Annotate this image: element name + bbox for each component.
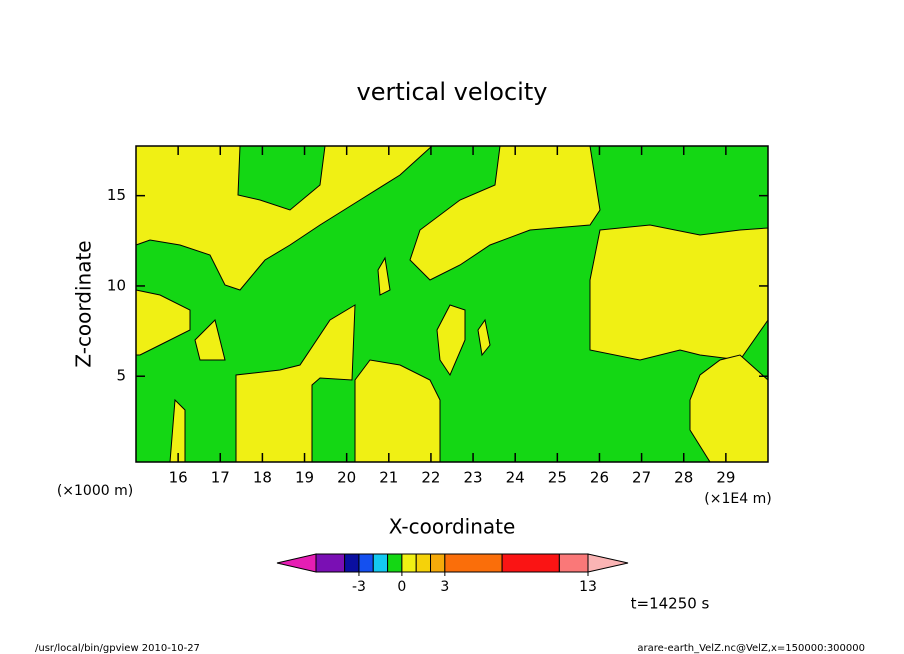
colorbar-box — [415, 553, 432, 573]
colorbar-tick-label: 0 — [397, 579, 406, 595]
footer: arare-earth_VelZ.nc@VelZ,x=150000:300000 — [637, 643, 865, 654]
contour-region — [354, 359, 441, 463]
y-tick-label: 10 — [107, 276, 126, 294]
colorbar-box — [358, 553, 374, 573]
contour-region — [477, 318, 491, 357]
colorbar-tick-label: -3 — [352, 579, 366, 595]
contour-region — [377, 256, 391, 296]
contour-region — [589, 224, 769, 361]
colorbar-tick-label: 3 — [440, 579, 449, 595]
x-tick-label: 20 — [337, 469, 356, 487]
x-axis-title: X-coordinate — [389, 515, 516, 539]
colorbar-box — [444, 553, 503, 573]
footer: /usr/local/bin/gpview 2010-10-27 — [35, 643, 200, 654]
colorbar-box — [430, 553, 446, 573]
colorbar-box — [501, 553, 560, 573]
colorbar-box — [315, 553, 346, 573]
contour-region — [235, 304, 356, 463]
x-tick-label: 21 — [379, 469, 398, 487]
colorbar-tick-label: 13 — [579, 579, 597, 595]
y-tick-label: 5 — [116, 367, 126, 385]
x-tick-label: 17 — [211, 469, 230, 487]
plot-frame — [135, 145, 769, 463]
x-tick-label: 18 — [253, 469, 272, 487]
contour-field — [135, 145, 769, 463]
x-tick-label: 19 — [295, 469, 314, 487]
chart-title: vertical velocity — [357, 78, 548, 106]
x-tick-label: 27 — [632, 469, 651, 487]
x-tick-label: 26 — [590, 469, 609, 487]
x-tick-label: 29 — [716, 469, 735, 487]
contour-region — [409, 145, 601, 281]
colorbar-box — [401, 553, 417, 573]
annotation: t=14250 s — [631, 595, 710, 613]
contour-region — [135, 145, 434, 291]
colorbar-box — [344, 553, 360, 573]
x-tick-label: 28 — [674, 469, 693, 487]
contour-region — [436, 304, 466, 377]
contour-region — [194, 319, 226, 361]
y-tick-label: 15 — [107, 186, 126, 204]
x-tick-label: 25 — [548, 469, 567, 487]
x-unit-label: (×1E4 m) — [704, 491, 771, 507]
x-tick-label: 22 — [421, 469, 440, 487]
x-unit-label: (×1000 m) — [57, 483, 133, 499]
x-tick-label: 24 — [506, 469, 525, 487]
x-tick-label: 16 — [169, 469, 188, 487]
y-axis-title: Z-coordinate — [72, 240, 96, 367]
colorbar-over — [587, 553, 629, 573]
colorbar-box — [558, 553, 589, 573]
colorbar-box — [387, 553, 403, 573]
x-tick-label: 23 — [464, 469, 483, 487]
colorbar-under — [276, 553, 317, 573]
colorbar-box — [372, 553, 389, 573]
